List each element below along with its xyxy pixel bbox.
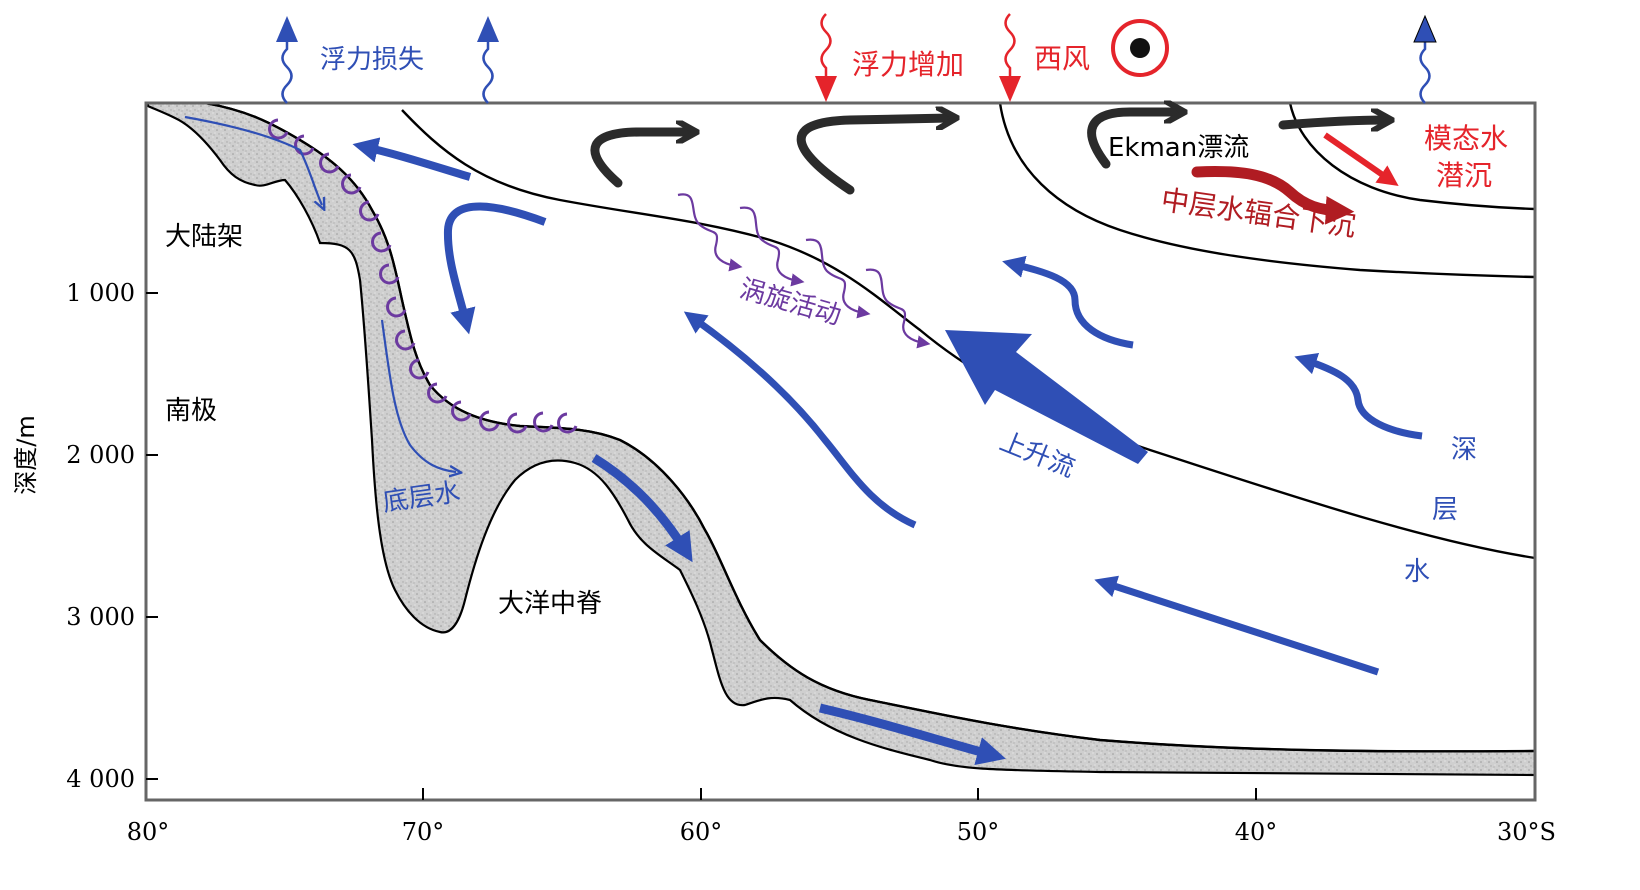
buoyancy-loss-label: 浮力损失 <box>320 45 424 75</box>
curl-icon <box>427 382 448 404</box>
curl-icon <box>319 152 340 174</box>
blue-arrow <box>443 202 547 335</box>
thin-blue-arrow <box>184 115 322 205</box>
blue-arrow <box>1294 352 1423 440</box>
deep-water-label-1: 深 <box>1451 435 1477 465</box>
thick-blue-arrow <box>818 703 1006 766</box>
eddy-squiggle <box>739 206 805 287</box>
curved-black-arrow <box>1087 112 1178 169</box>
y-axis-labels: 1 000 2 000 3 000 4 000 <box>66 279 135 793</box>
curl-icon <box>507 412 528 434</box>
bottom-water-thick-arrows <box>591 454 1006 766</box>
plot-frame <box>144 101 1537 802</box>
arrowhead-icon <box>999 76 1021 102</box>
curl-icon <box>341 173 362 195</box>
seafloor <box>146 101 1537 777</box>
slope-eddy-curls <box>268 118 578 434</box>
wavy-down-arrow <box>1004 13 1016 80</box>
curl-icon <box>371 231 392 253</box>
x-tick-label: 70° <box>402 818 445 846</box>
bottom-water-flow <box>184 115 456 472</box>
curl-icon <box>359 200 380 222</box>
isopycnal-lines <box>401 102 1536 560</box>
eddy-arrows <box>677 193 931 349</box>
upper-return-arrows <box>352 137 547 335</box>
y-tick-label: 3 000 <box>66 603 135 631</box>
y-axis-title: 深度/m <box>12 415 40 494</box>
wavy-up-arrow <box>1419 38 1431 104</box>
westerly-out-of-page-icon <box>1111 19 1169 77</box>
eddy-activity-label: 涡旋活动 <box>736 274 844 332</box>
curl-icon <box>409 358 430 380</box>
curl-icon <box>294 134 315 156</box>
x-tick-label: 60° <box>680 818 723 846</box>
buoyancy-loss-arrows <box>281 38 1431 104</box>
thick-blue-arrow <box>591 454 693 563</box>
intermediate-boundary-line <box>401 109 1536 560</box>
x-tick-label: 80° <box>127 818 170 846</box>
y-tick-label: 4 000 <box>66 765 135 793</box>
arrowhead-icon <box>1413 14 1437 43</box>
wavy-up-arrow <box>482 38 494 104</box>
arrowhead-icon <box>477 16 499 42</box>
eddy-squiggle <box>865 268 931 349</box>
upwelling-main-arrow <box>945 330 1148 464</box>
curl-icon <box>533 411 554 433</box>
x-tick-label: 50° <box>957 818 1000 846</box>
ridge-label: 大洋中脊 <box>498 589 602 619</box>
y-axis-ticks <box>146 292 158 780</box>
upwelling-label: 上升流 <box>995 427 1079 484</box>
curved-black-arrow <box>590 132 690 188</box>
blue-arrow <box>352 137 472 181</box>
wavy-up-arrow <box>281 38 293 104</box>
deep-water-label-3: 水 <box>1404 557 1430 587</box>
shelf-label: 大陆架 <box>165 222 243 252</box>
westerly-label: 西风 <box>1034 42 1090 75</box>
buoyancy-gain-arrowheads <box>815 76 1021 102</box>
blue-arrow <box>683 311 917 529</box>
intermediate-water-label: 中层水辐合下沉 <box>1159 183 1358 243</box>
curl-icon <box>395 329 416 351</box>
seafloor-top-line <box>148 101 1536 753</box>
curl-icon <box>479 410 500 432</box>
deep-water-label-2: 层 <box>1432 495 1458 525</box>
arrowhead-icon <box>276 16 298 42</box>
mode-water-upper-line <box>1288 102 1536 211</box>
x-tick-label: 40° <box>1235 818 1278 846</box>
mode-water-lower-line <box>998 102 1536 279</box>
buoyancy-gain-arrows <box>820 13 1016 80</box>
buoyancy-gain-label: 浮力增加 <box>852 48 964 81</box>
arrowhead-icon <box>815 76 837 102</box>
bottom-water-layer <box>146 101 1537 777</box>
mode-water-arrow <box>1323 132 1399 186</box>
eddy-squiggle <box>805 238 871 319</box>
blue-arrow <box>1002 255 1134 349</box>
buoyancy-loss-arrowheads <box>276 14 1437 43</box>
curl-icon <box>386 296 407 318</box>
y-tick-label: 2 000 <box>66 441 135 469</box>
antarctica-label: 南极 <box>165 396 217 426</box>
mode-water-label-line2: 潜沉 <box>1436 159 1492 192</box>
mode-water-label-line1: 模态水 <box>1424 122 1508 155</box>
intermediate-water-arrow <box>1191 166 1355 225</box>
x-tick-label: 30°S <box>1497 818 1556 846</box>
ekman-arrows <box>590 112 1385 195</box>
x-axis-ticks <box>422 788 1257 800</box>
x-axis-labels: 80° 70° 60° 50° 40° 30°S <box>127 818 1556 846</box>
blue-arrow <box>1094 575 1380 676</box>
curl-icon <box>379 263 400 285</box>
curved-black-arrow <box>796 118 950 195</box>
wavy-down-arrow <box>820 13 832 80</box>
ekman-label: Ekman漂流 <box>1108 133 1249 163</box>
curl-icon <box>557 412 578 434</box>
curl-icon <box>451 400 472 422</box>
straight-black-arrow <box>1278 120 1385 125</box>
curl-icon <box>268 118 289 140</box>
deep-water-arrows <box>683 255 1423 676</box>
eddy-squiggle <box>677 193 743 272</box>
thin-blue-arrow <box>380 319 456 472</box>
y-tick-label: 1 000 <box>66 279 135 307</box>
